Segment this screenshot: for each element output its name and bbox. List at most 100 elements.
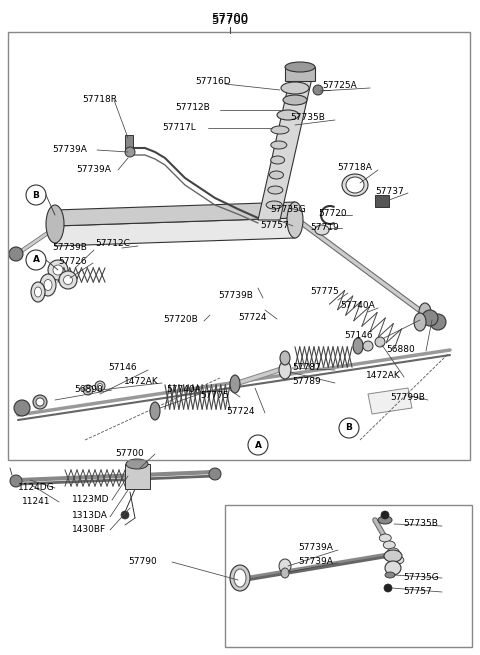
- Text: 57718R: 57718R: [82, 96, 117, 105]
- Text: 57775: 57775: [200, 392, 229, 400]
- Ellipse shape: [40, 274, 56, 296]
- Ellipse shape: [266, 201, 282, 209]
- Ellipse shape: [46, 205, 64, 243]
- Ellipse shape: [59, 271, 77, 289]
- Text: 57720B: 57720B: [163, 316, 198, 324]
- Text: 57726: 57726: [58, 257, 86, 267]
- Text: 56890: 56890: [74, 386, 103, 394]
- Text: 11241: 11241: [22, 498, 50, 506]
- Text: B: B: [33, 191, 39, 200]
- Bar: [375, 195, 389, 207]
- Text: 57146: 57146: [344, 331, 372, 341]
- Ellipse shape: [375, 337, 385, 347]
- Text: 57146: 57146: [108, 364, 137, 373]
- Text: 57799B: 57799B: [390, 394, 425, 403]
- Polygon shape: [55, 218, 295, 246]
- Ellipse shape: [150, 402, 160, 420]
- Bar: [125, 135, 133, 151]
- Circle shape: [422, 310, 438, 326]
- Text: 57735B: 57735B: [403, 519, 438, 529]
- Text: 57739A: 57739A: [76, 166, 111, 174]
- Ellipse shape: [53, 265, 63, 275]
- Ellipse shape: [315, 225, 329, 235]
- Ellipse shape: [378, 516, 392, 524]
- Ellipse shape: [385, 561, 401, 575]
- Ellipse shape: [384, 550, 402, 562]
- Ellipse shape: [83, 385, 93, 395]
- Ellipse shape: [271, 126, 289, 134]
- Ellipse shape: [230, 375, 240, 393]
- Circle shape: [384, 584, 392, 592]
- Circle shape: [9, 247, 23, 261]
- Ellipse shape: [279, 361, 291, 379]
- Ellipse shape: [268, 186, 283, 194]
- Ellipse shape: [279, 559, 291, 573]
- Text: 1123MD: 1123MD: [72, 495, 109, 504]
- Text: 57720: 57720: [318, 208, 347, 217]
- Text: 57737: 57737: [375, 187, 404, 196]
- Ellipse shape: [271, 156, 285, 164]
- Circle shape: [10, 475, 22, 487]
- Polygon shape: [258, 78, 312, 220]
- Ellipse shape: [36, 398, 44, 406]
- Ellipse shape: [384, 541, 396, 549]
- Ellipse shape: [33, 395, 47, 409]
- Ellipse shape: [85, 388, 91, 392]
- Text: 57790: 57790: [128, 557, 157, 567]
- Text: 57717L: 57717L: [162, 122, 196, 132]
- Circle shape: [313, 85, 323, 95]
- Text: 57700: 57700: [211, 12, 249, 24]
- Text: 57735B: 57735B: [290, 113, 325, 122]
- Text: 57716D: 57716D: [195, 77, 230, 86]
- Circle shape: [381, 511, 389, 519]
- Ellipse shape: [414, 313, 426, 331]
- Bar: [8, 32, 470, 460]
- Ellipse shape: [283, 95, 307, 105]
- Ellipse shape: [346, 177, 364, 193]
- Text: 57740A: 57740A: [340, 301, 375, 310]
- Ellipse shape: [230, 565, 250, 591]
- Text: 57700: 57700: [211, 14, 249, 26]
- Text: 57735G: 57735G: [270, 206, 306, 214]
- Ellipse shape: [419, 303, 431, 321]
- Ellipse shape: [342, 174, 368, 196]
- Text: 57712B: 57712B: [175, 103, 210, 113]
- Ellipse shape: [95, 381, 105, 391]
- Text: 1124DG: 1124DG: [18, 483, 55, 493]
- Text: 57739A: 57739A: [298, 544, 333, 553]
- Bar: [225, 505, 472, 647]
- Text: 57735G: 57735G: [403, 572, 439, 582]
- Text: 57787: 57787: [292, 364, 321, 373]
- Text: 57725A: 57725A: [322, 81, 357, 90]
- Ellipse shape: [48, 260, 68, 280]
- Text: 57739B: 57739B: [218, 291, 253, 301]
- Ellipse shape: [281, 82, 309, 94]
- Ellipse shape: [392, 556, 404, 564]
- Circle shape: [14, 400, 30, 416]
- Text: A: A: [33, 255, 39, 265]
- Text: 57724: 57724: [238, 312, 266, 322]
- Ellipse shape: [44, 280, 52, 291]
- Ellipse shape: [363, 341, 373, 351]
- Ellipse shape: [385, 572, 395, 578]
- Text: 56880: 56880: [386, 345, 415, 354]
- Ellipse shape: [285, 62, 315, 72]
- Text: 1472AK: 1472AK: [124, 377, 159, 386]
- Ellipse shape: [281, 568, 289, 578]
- Ellipse shape: [97, 383, 103, 388]
- Text: 57789: 57789: [292, 377, 321, 386]
- Text: 57739A: 57739A: [298, 557, 333, 567]
- Polygon shape: [55, 202, 295, 226]
- Text: 57712C: 57712C: [95, 240, 130, 248]
- Text: 57700: 57700: [115, 449, 144, 457]
- Ellipse shape: [280, 351, 290, 365]
- Ellipse shape: [234, 569, 246, 587]
- Text: 1430BF: 1430BF: [72, 525, 106, 534]
- Ellipse shape: [387, 548, 399, 556]
- Circle shape: [209, 468, 221, 480]
- Ellipse shape: [31, 282, 45, 302]
- Text: 57719: 57719: [310, 223, 339, 233]
- Text: 57739A: 57739A: [52, 145, 87, 153]
- Bar: [285, 67, 315, 81]
- Ellipse shape: [125, 147, 135, 157]
